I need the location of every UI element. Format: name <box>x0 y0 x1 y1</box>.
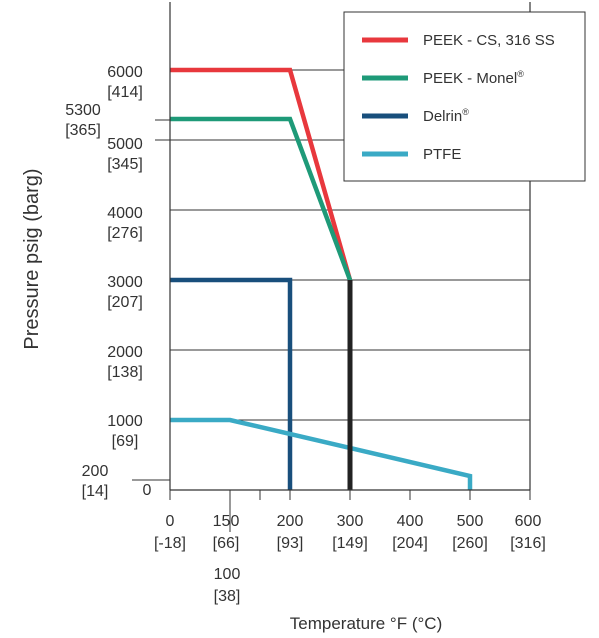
y-tick-label-200: 200 <box>82 463 109 480</box>
y-tick-sublabel-1000: [69] <box>112 433 139 450</box>
x-tick-label-0: 0 <box>166 513 175 530</box>
y-tick-label-5000: 5000 <box>107 136 143 153</box>
y-tick-sublabel-200: [14] <box>82 483 109 500</box>
y-tick-label-0: 0 <box>143 482 152 499</box>
y-tick-label-5300: 5300 <box>65 102 101 119</box>
y-tick-sublabel-5000: [345] <box>107 156 143 173</box>
y-tick-labels: 6000 [414] 5300 [365] 5000 [345] 4000 [276] 3000… <box>65 64 151 500</box>
legend-label-ptfe: PTFE <box>423 146 461 163</box>
x-tick-sublabel-0: [-18] <box>154 535 186 552</box>
x-tick-sublabel-200: [93] <box>277 535 304 552</box>
x-tick-sublabel-150: [66] <box>213 535 240 552</box>
x-tick-sublabel-500: [260] <box>452 535 488 552</box>
y-tick-label-6000: 6000 <box>107 64 143 81</box>
x-tick-sublabel-400: [204] <box>392 535 428 552</box>
x-tick-label-150: 150 <box>213 513 240 530</box>
x-tick-label-100: 100 <box>214 566 241 583</box>
series-line-delrin <box>170 280 290 490</box>
y-axis-title: Pressure psig (barg) <box>21 168 43 349</box>
y-tick-sublabel-4000: [276] <box>107 225 143 242</box>
x-tick-label-400: 400 <box>397 513 424 530</box>
y-tick-sublabel-2000: [138] <box>107 364 143 381</box>
x-tick-labels: 0 [-18] 150 [66] 200 [93] 300 [149] 400 [204] 500 [… <box>154 513 546 605</box>
x-axis-title: Temperature °F (°C) <box>290 614 442 633</box>
x-tick-label-300: 300 <box>337 513 364 530</box>
series-line-peek-monel <box>170 119 350 490</box>
x-tick-sublabel-300: [149] <box>332 535 368 552</box>
y-tick-sublabel-3000: [207] <box>107 294 143 311</box>
y-tick-label-4000: 4000 <box>107 205 143 222</box>
x-tick-label-200: 200 <box>277 513 304 530</box>
y-tick-label-1000: 1000 <box>107 413 143 430</box>
y-tick-label-3000: 3000 <box>107 274 143 291</box>
series-line-ptfe <box>170 420 470 490</box>
x-tick-label-500: 500 <box>457 513 484 530</box>
x-tick-label-600: 600 <box>515 513 542 530</box>
y-tick-sublabel-6000: [414] <box>107 84 143 101</box>
legend-label-peek-cs-316-ss: PEEK - CS, 316 SS <box>423 32 555 49</box>
x-tick-sublabel-600: [316] <box>510 535 546 552</box>
y-tick-sublabel-5300: [365] <box>65 122 101 139</box>
x-tick-sublabel-100: [38] <box>214 588 241 605</box>
legend-label-peek-monel: PEEK - Monel® <box>423 69 524 87</box>
y-tick-label-2000: 2000 <box>107 344 143 361</box>
